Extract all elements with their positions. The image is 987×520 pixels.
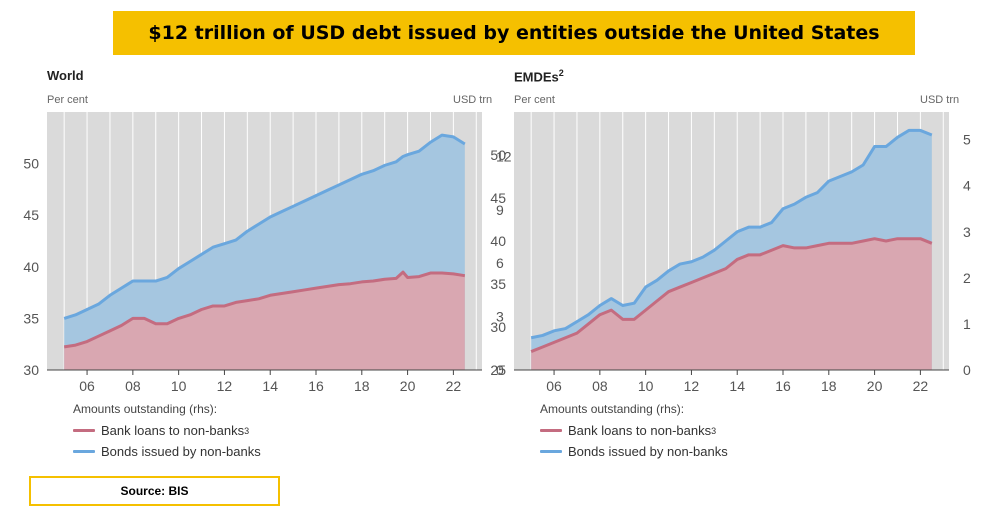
emdes-left-tick-label: 35 xyxy=(490,276,506,292)
emdes-right-tick-label: 4 xyxy=(963,178,971,194)
bank-swatch xyxy=(540,429,562,432)
world-legend-bonds-label: Bonds issued by non-banks xyxy=(101,444,261,459)
emdes-left-tick-label: 45 xyxy=(490,190,506,206)
world-x-tick-label: 14 xyxy=(262,378,278,394)
world-legend-item-bank: Bank loans to non-banks 3 xyxy=(73,420,261,441)
world-x-tick-label: 20 xyxy=(400,378,416,394)
emdes-legend-heading: Amounts outstanding (rhs): xyxy=(540,402,685,416)
emdes-left-unit: Per cent xyxy=(514,94,555,106)
emdes-legend-item-bonds: Bonds issued by non-banks xyxy=(540,441,728,462)
emdes-right-tick-label: 5 xyxy=(963,132,971,148)
world-left-tick-label: 45 xyxy=(23,207,39,223)
world-right-tick-label: 9 xyxy=(496,202,504,218)
emdes-left-tick-label: 25 xyxy=(490,362,506,378)
emdes-left-tick-label: 30 xyxy=(490,319,506,335)
world-left-tick-label: 35 xyxy=(23,310,39,326)
emdes-right-unit: USD trn xyxy=(920,94,960,106)
bonds-swatch xyxy=(73,450,95,453)
emdes-bonds-line xyxy=(530,128,933,340)
bank-swatch xyxy=(73,429,95,432)
world-left-tick-label: 50 xyxy=(23,156,39,172)
emdes-legend-item-bank: Bank loans to non-banks 3 xyxy=(540,420,728,441)
emdes-right-tick-label: 0 xyxy=(963,362,971,378)
world-right-unit: USD trn xyxy=(453,94,493,106)
title-banner: $12 trillion of USD debt issued by entit… xyxy=(113,11,915,55)
emdes-x-tick-label: 12 xyxy=(684,378,700,394)
chart-title: $12 trillion of USD debt issued by entit… xyxy=(148,22,880,44)
world-x-tick-label: 22 xyxy=(446,378,462,394)
emdes-x-tick-label: 22 xyxy=(913,378,929,394)
emdes-bank-line xyxy=(530,237,933,353)
emdes-bank-area xyxy=(531,238,932,370)
source-box: Source: BIS xyxy=(29,476,280,506)
world-bank-area xyxy=(64,272,465,370)
world-bonds-line xyxy=(63,133,466,320)
world-right-tick-label: 0 xyxy=(496,362,504,378)
source-label: Source: BIS xyxy=(120,484,189,498)
emdes-x-tick-label: 14 xyxy=(729,378,745,394)
emdes-x-tick-label: 08 xyxy=(592,378,608,394)
world-left-tick-label: 30 xyxy=(23,362,39,378)
emdes-x-tick-label: 06 xyxy=(546,378,562,394)
emdes-x-tick-label: 10 xyxy=(638,378,654,394)
emdes-panel-title: EMDEs2 xyxy=(514,68,564,85)
world-panel-title: World xyxy=(47,68,84,83)
world-bank-line xyxy=(63,270,466,349)
emdes-x-tick-label: 16 xyxy=(775,378,791,394)
emdes-x-tick-label: 20 xyxy=(867,378,883,394)
emdes-legend: Amounts outstanding (rhs): Bank loans to… xyxy=(540,402,728,462)
world-x-tick-label: 12 xyxy=(217,378,233,394)
world-x-tick-label: 08 xyxy=(125,378,141,394)
emdes-legend-bonds-label: Bonds issued by non-banks xyxy=(568,444,728,459)
world-legend-bank-label: Bank loans to non-banks xyxy=(101,423,245,438)
bonds-swatch xyxy=(540,450,562,453)
emdes-right-tick-label: 2 xyxy=(963,270,971,286)
world-right-tick-label: 3 xyxy=(496,309,504,325)
world-x-tick-label: 10 xyxy=(171,378,187,394)
emdes-right-tick-label: 1 xyxy=(963,316,971,332)
world-x-tick-label: 18 xyxy=(354,378,370,394)
emdes-legend-bank-note: 3 xyxy=(711,425,717,436)
world-right-tick-label: 6 xyxy=(496,255,504,271)
emdes-legend-bank-label: Bank loans to non-banks xyxy=(568,423,712,438)
emdes-right-tick-label: 3 xyxy=(963,224,971,240)
emdes-x-tick-label: 18 xyxy=(821,378,837,394)
world-left-unit: Per cent xyxy=(47,94,88,106)
world-legend-item-bonds: Bonds issued by non-banks xyxy=(73,441,261,462)
emdes-left-tick-label: 40 xyxy=(490,233,506,249)
world-legend-bank-note: 3 xyxy=(244,425,250,436)
emdes-left-tick-label: 50 xyxy=(490,147,506,163)
world-legend-heading: Amounts outstanding (rhs): xyxy=(73,402,218,416)
world-legend: Amounts outstanding (rhs): Bank loans to… xyxy=(73,402,261,462)
world-right-tick-label: 12 xyxy=(496,148,512,164)
world-x-tick-label: 06 xyxy=(79,378,95,394)
world-left-tick-label: 40 xyxy=(23,259,39,275)
world-x-tick-label: 16 xyxy=(308,378,324,394)
